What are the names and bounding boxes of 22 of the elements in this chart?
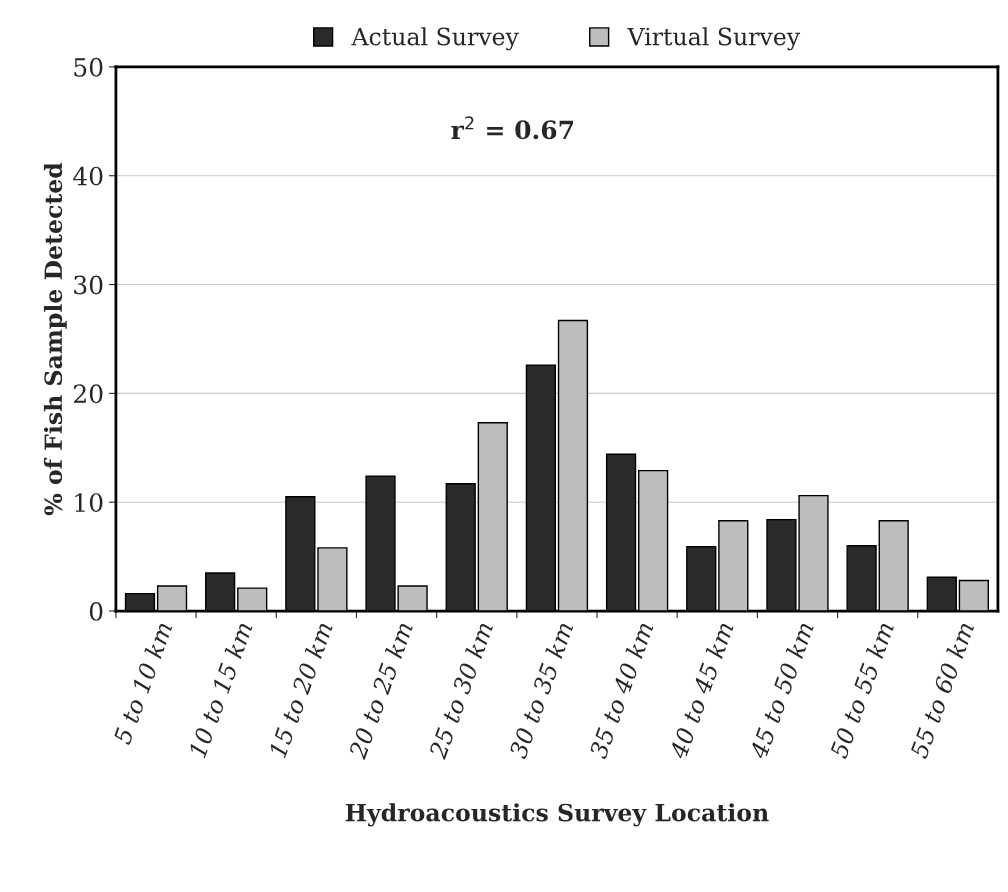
y-tick-label: 20 bbox=[74, 384, 103, 404]
y-tick-label: 40 bbox=[73, 166, 103, 186]
y-tick-label: 0 bbox=[89, 601, 103, 621]
x-tick-label: 40 to 45 km bbox=[668, 620, 734, 761]
x-tick-label: 30 to 35 km bbox=[508, 620, 574, 760]
x-tick-label: 10 to 15 km bbox=[187, 620, 253, 759]
x-tick-label: 35 to 40 km bbox=[588, 620, 654, 760]
y-tick-label: 50 bbox=[74, 57, 103, 77]
x-tick-label: 45 to 50 km bbox=[748, 620, 815, 761]
y-axis-title: % of Fish Sample Detected bbox=[43, 162, 67, 516]
x-tick-label: 50 to 55 km bbox=[828, 620, 895, 760]
legend-label: Virtual Survey bbox=[627, 27, 801, 51]
x-tick-label: 15 to 20 km bbox=[268, 620, 333, 759]
annotation: r$^{2}$ = 0.67 bbox=[451, 116, 573, 140]
y-tick-label: 10 bbox=[75, 493, 103, 513]
legend-label: Actual Survey bbox=[351, 27, 519, 51]
y-tick-label: 30 bbox=[74, 275, 103, 295]
x-axis-title: Hydroacoustics Survey Location bbox=[345, 803, 769, 827]
x-tick-label: 55 to 60 km bbox=[909, 620, 975, 760]
x-tick-label: 25 to 30 km bbox=[427, 620, 494, 761]
x-tick-label: 5 to 10 km bbox=[112, 620, 173, 746]
x-tick-label: 20 to 25 km bbox=[347, 620, 414, 761]
